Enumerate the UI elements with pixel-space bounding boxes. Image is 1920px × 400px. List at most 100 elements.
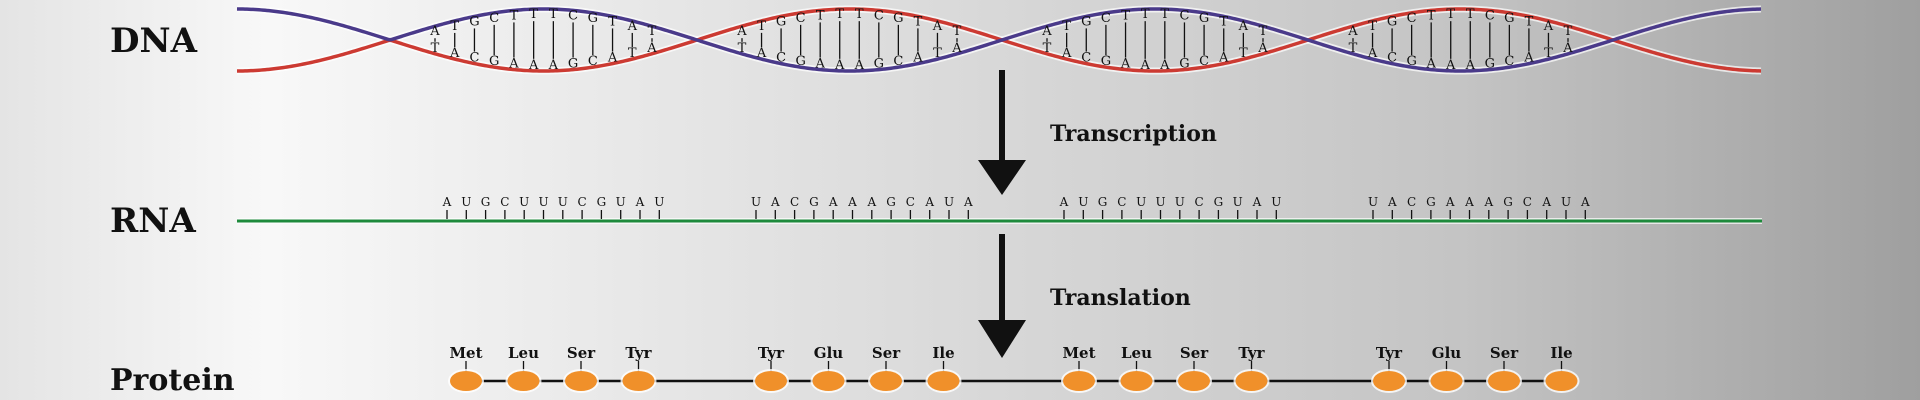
dna-bottom-base: A (1562, 41, 1573, 56)
dna-top-base: T (1141, 7, 1150, 22)
dna-bottom-base: A (1425, 57, 1436, 72)
dna-top-base: T (1368, 19, 1377, 34)
dna-bottom-base: G (1179, 57, 1189, 72)
rna-base: A (847, 195, 857, 209)
amino-acid-bead (1178, 371, 1210, 391)
dna-top-base: A (1238, 19, 1249, 34)
amino-acid-label: Ser (1490, 344, 1519, 362)
dna-top-base: T (510, 8, 519, 23)
dna-bottom-base: A (1523, 51, 1534, 66)
amino-acid-label: Met (449, 344, 482, 362)
rna-base: U (1271, 195, 1281, 209)
dna-top-base: A (429, 24, 440, 39)
dna-bottom-base: T (431, 41, 440, 56)
dna-top-base: T (1121, 8, 1130, 23)
rna-base: U (1175, 195, 1185, 209)
dna-bottom-base: T (738, 41, 747, 56)
dna-bottom-base: C (893, 54, 903, 69)
amino-acid-bead (1063, 371, 1095, 391)
dna-top-base: T (648, 24, 657, 39)
dna-bottom-base: G (874, 57, 884, 72)
dna-top-base: C (1407, 11, 1417, 26)
dna-top-base: G (1387, 14, 1397, 29)
dna-bottom-base: G (1485, 57, 1495, 72)
dna-bottom-base: G (795, 54, 805, 69)
amino-acid-bead (507, 371, 540, 391)
dna-top-base: T (1466, 7, 1475, 22)
rna-base: C (906, 195, 915, 209)
amino-acid-label: Tyr (1238, 344, 1265, 362)
dna-bottom-base: G (568, 57, 578, 72)
dna-bottom-base: A (1445, 58, 1456, 73)
dna-bottom-base: A (607, 51, 618, 66)
dna-bottom-base: A (1139, 58, 1150, 73)
dna-bottom-base: A (449, 46, 460, 61)
dna-bottom-base: A (1120, 57, 1131, 72)
transcription-label: Transcription (1050, 121, 1217, 147)
dna-bottom-base: A (1218, 51, 1229, 66)
rna-base: A (1464, 195, 1474, 209)
dna-bottom-base: C (1081, 51, 1091, 66)
amino-acid-bead (812, 371, 845, 391)
dna-top-base: A (932, 19, 943, 34)
dna-bottom-base: A (1367, 46, 1378, 61)
rna-base: A (1580, 195, 1590, 209)
rna-label: RNA (110, 201, 196, 241)
rna-base: A (963, 195, 973, 209)
rna-base: A (1059, 195, 1069, 209)
rna-base: C (500, 195, 509, 209)
rna-base: A (1483, 195, 1493, 209)
amino-acid-label: Ile (1550, 344, 1572, 362)
dna-top-base: G (1081, 14, 1091, 29)
dna-top-base: A (1347, 24, 1358, 39)
amino-acid-bead (1545, 371, 1578, 391)
dna-top-base: T (1427, 8, 1436, 23)
dna-top-base: T (757, 19, 766, 34)
dna-strand-red (236, 7, 1762, 73)
rna-base: C (790, 195, 799, 209)
rna-base: C (1523, 195, 1532, 209)
protein-label: Protein (110, 363, 235, 398)
amino-acid-bead (622, 371, 655, 391)
dna-bottom-base: A (854, 58, 865, 73)
amino-acid-bead (450, 371, 482, 391)
dna-bottom-base: T (1239, 46, 1248, 61)
rna-base: G (886, 195, 896, 209)
translation-label: Translation (1050, 285, 1191, 311)
rna-base: C (1195, 195, 1204, 209)
dna-top-base: T (1062, 19, 1071, 34)
rna-base: C (1117, 195, 1126, 209)
dna-bottom-base: A (528, 58, 539, 73)
rna-base: A (1387, 195, 1397, 209)
dna-bottom-base: T (1544, 46, 1553, 61)
dna-bottom-base: C (588, 54, 598, 69)
dna-double-helix: ATTAGCCGTATATACGGCTAATTAATTAGCCGTATATACG… (236, 5, 1762, 75)
rna-base: G (809, 195, 819, 209)
amino-acid-bead (755, 371, 787, 391)
amino-acid-label: Tyr (1376, 344, 1403, 362)
dna-top-base: C (874, 8, 884, 23)
rna-base: U (519, 195, 529, 209)
dna-bottom-base: G (489, 54, 499, 69)
dna-bottom-base: A (508, 57, 519, 72)
rna-base: A (1541, 195, 1551, 209)
dna-top-base: T (835, 7, 844, 22)
dna-top-base: C (1179, 8, 1189, 23)
rna-base: C (578, 195, 587, 209)
dna-top-base: T (608, 14, 617, 29)
amino-acid-label: Glu (814, 344, 844, 362)
rna-base: G (481, 195, 491, 209)
rna-base: U (944, 195, 954, 209)
dna-top-base: G (1504, 11, 1514, 26)
transcription-arrow (978, 70, 1026, 195)
amino-acid-label: Leu (1121, 344, 1152, 362)
rna-base: U (1078, 195, 1088, 209)
rna-base: U (616, 195, 626, 209)
dna-top-base: C (489, 11, 499, 26)
dna-top-base: C (1101, 11, 1111, 26)
dna-top-base: C (568, 8, 578, 23)
dna-bottom-base: C (1387, 51, 1397, 66)
dna-bottom-base: C (776, 51, 786, 66)
